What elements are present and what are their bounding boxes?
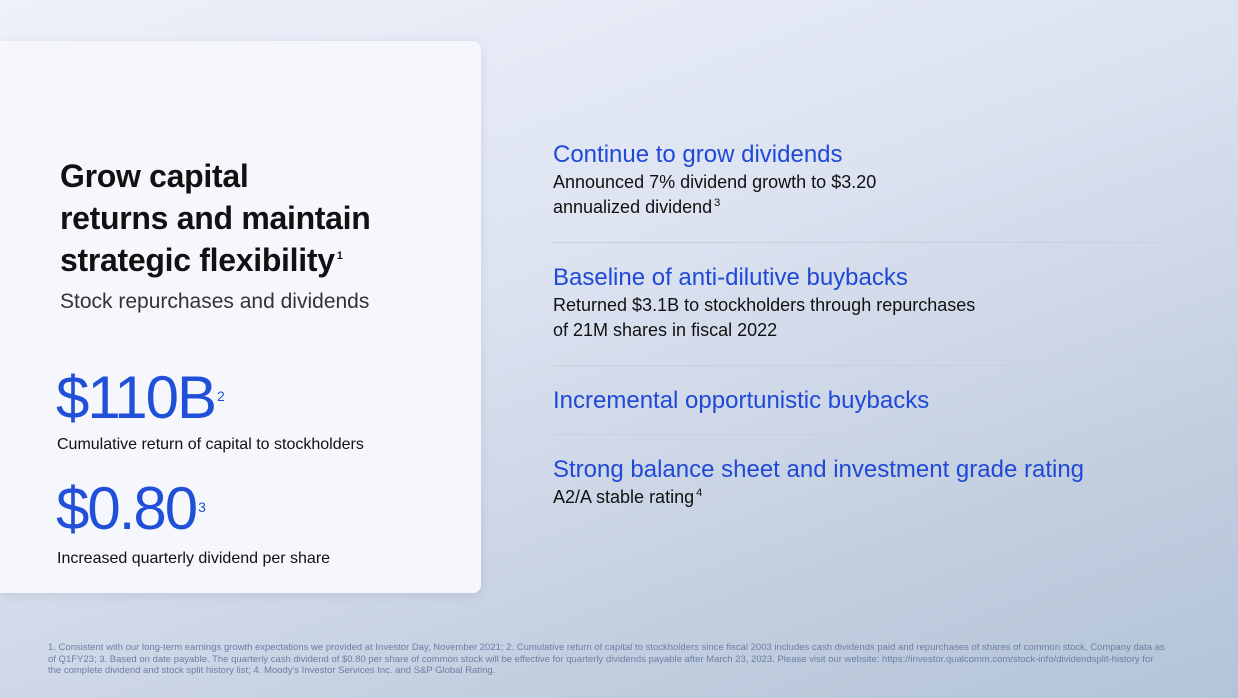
footnote-ref: 1	[336, 250, 343, 262]
body-line: A2/A stable rating	[553, 487, 695, 507]
stat-value: $0.80 3	[56, 479, 206, 539]
footnote-ref: 2	[217, 388, 225, 404]
title-line: Grow capital	[60, 158, 249, 194]
body-line: Announced 7% dividend growth to $3.20	[553, 172, 877, 192]
stat-caption: Cumulative return of capital to stockhol…	[57, 436, 364, 453]
summary-card: Grow capital returns and maintain strate…	[0, 41, 481, 593]
footnote-ref: 3	[198, 499, 206, 515]
item-body: Returned $3.1B to stockholders through r…	[553, 293, 1158, 343]
stat-value: $110B 2	[56, 368, 225, 428]
item-heading: Continue to grow dividends	[553, 141, 843, 168]
item-heading: Baseline of anti-dilutive buybacks	[553, 264, 908, 291]
title-line: returns and maintain	[60, 200, 371, 236]
item-body: Announced 7% dividend growth to $3.20 ann…	[553, 170, 1158, 220]
slide-subtitle: Stock repurchases and dividends	[60, 290, 370, 313]
item-heading: Incremental opportunistic buybacks	[553, 387, 930, 414]
body-line: of 21M shares in fiscal 2022	[553, 320, 778, 340]
footnote-ref: 3	[714, 197, 721, 209]
body-line: annualized dividend	[553, 197, 713, 217]
list-item: Baseline of anti-dilutive buybacks Retur…	[553, 263, 1158, 366]
footnotes: 1. Consistent with our long-term earning…	[48, 642, 1165, 676]
stat-number: $0.80	[56, 475, 198, 542]
stat-number: $110B	[56, 364, 217, 431]
footnote-ref: 4	[696, 487, 703, 499]
item-heading: Strong balance sheet and investment grad…	[553, 456, 1085, 483]
list-item: Continue to grow dividends Announced 7% …	[553, 140, 1158, 243]
body-line: Returned $3.1B to stockholders through r…	[553, 295, 976, 315]
list-item: Strong balance sheet and investment grad…	[553, 455, 1158, 532]
item-body: A2/A stable rating 4	[553, 485, 1158, 510]
title-line: strategic flexibility	[60, 242, 335, 278]
strategy-list: Continue to grow dividends Announced 7% …	[553, 140, 1158, 552]
list-item: Incremental opportunistic buybacks	[553, 386, 1158, 435]
slide-title: Grow capital returns and maintain strate…	[60, 155, 371, 281]
stat-caption: Increased quarterly dividend per share	[57, 550, 331, 567]
